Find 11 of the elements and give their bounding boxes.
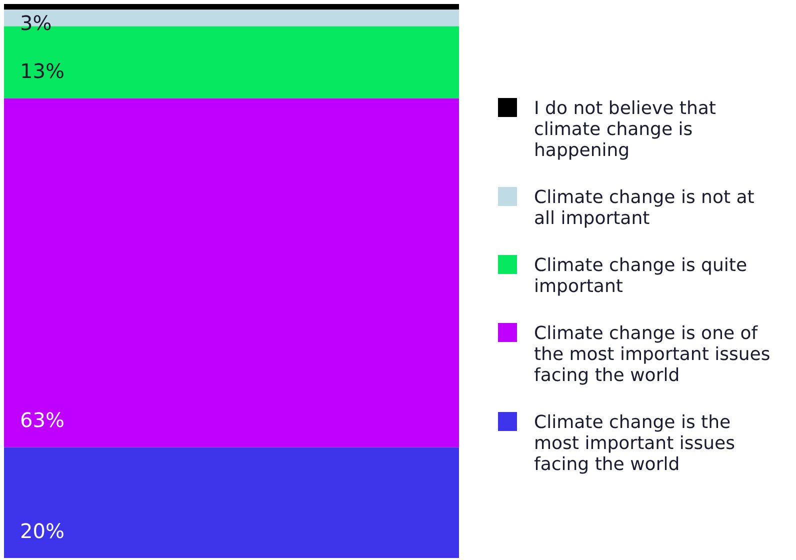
legend-label: I do not believe that climate change is happening (534, 98, 716, 161)
legend-label: Climate change is the most important issues facing the world (534, 412, 735, 475)
bar (4, 4, 459, 10)
legend-label: Climate change is quite important (534, 255, 748, 297)
data-label: 20% (20, 519, 64, 543)
data-label: 63% (20, 408, 64, 432)
data-label: 13% (20, 59, 64, 84)
bar (4, 98, 459, 448)
legend-label: Climate change is one of the most important issues facing the world (534, 323, 770, 386)
legend-label: Climate change is not at all important (534, 187, 754, 229)
bar (4, 447, 459, 558)
